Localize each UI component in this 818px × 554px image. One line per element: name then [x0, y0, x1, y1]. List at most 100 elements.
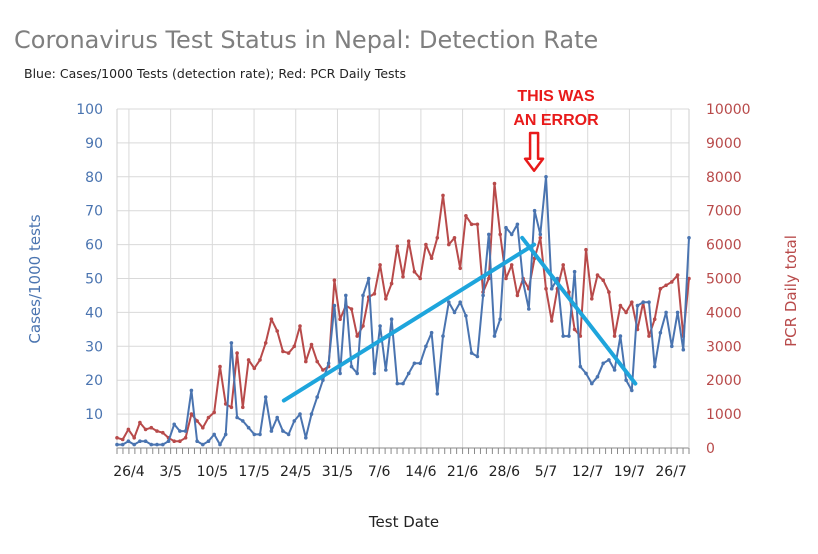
pcr-tests-series-point: [241, 405, 245, 410]
pcr-tests-series-point: [235, 351, 239, 355]
detection-rate-series-point: [664, 310, 668, 315]
grid-lines: [117, 108, 689, 448]
pcr-tests-series-point: [412, 269, 417, 274]
pcr-tests-series-point: [349, 307, 354, 311]
detection-rate-series-point: [281, 429, 285, 433]
y-right-tick-label: 1000: [706, 407, 742, 423]
x-tick-label: 10/5: [197, 464, 228, 480]
pcr-tests-series-point: [269, 317, 274, 322]
x-tick-label: 7/6: [368, 464, 391, 480]
detection-rate-series-point: [572, 269, 577, 274]
detection-rate-series-point: [143, 439, 148, 444]
pcr-tests-series-point: [401, 275, 405, 279]
y-right-tick-label: 0: [706, 441, 715, 457]
detection-rate-series-point: [630, 388, 634, 393]
detection-rate-series-point: [172, 422, 176, 427]
pcr-tests-series-point: [218, 364, 222, 369]
pcr-tests-series-point: [178, 439, 182, 444]
pcr-tests-series-point: [292, 344, 297, 349]
detection-rate-series-point: [418, 361, 423, 366]
pcr-tests-series-point: [509, 263, 514, 267]
pcr-tests-series-point: [492, 181, 497, 186]
detection-rate-series-point: [595, 375, 600, 379]
pcr-tests-series-point: [584, 247, 588, 252]
detection-rate-series-point: [452, 310, 457, 315]
pcr-tests-series-point: [361, 324, 365, 328]
y-axis-left-label: Cases/1000 tests: [26, 214, 44, 343]
pcr-tests-series-point: [658, 286, 663, 291]
detection-rate-series-point: [464, 314, 468, 318]
pcr-tests-series-point: [624, 310, 628, 315]
pcr-tests-series-point: [498, 232, 503, 237]
y-left-tick-label: 60: [85, 238, 103, 254]
pcr-tests-series-point: [183, 436, 188, 440]
detection-rate-series-point: [447, 300, 451, 305]
x-tick-label: 21/6: [447, 464, 479, 480]
x-tick-label: 26/4: [113, 464, 145, 480]
detection-rate-series-point: [355, 371, 360, 376]
y-left-tick-label: 30: [85, 339, 103, 355]
pcr-tests-series-point: [372, 292, 377, 296]
y-right-tick-label: 2000: [706, 373, 742, 389]
pcr-tests-series-point: [138, 420, 142, 425]
detection-rate-series-point: [166, 439, 171, 444]
x-tick-label: 19/7: [614, 464, 645, 480]
pcr-tests-series-point: [212, 410, 216, 415]
detection-rate-series-point: [206, 439, 211, 444]
y-left-tick-label: 90: [85, 136, 103, 152]
detection-rate-series-point: [292, 419, 297, 423]
y-left-tick-label: 100: [76, 102, 103, 118]
pcr-tests-series-point: [304, 359, 308, 364]
detection-rate-series-point: [309, 412, 314, 416]
detection-rate-series-point: [349, 364, 354, 369]
detection-rate-series-point: [607, 358, 611, 362]
detection-rate-series-point: [521, 280, 525, 284]
pcr-tests-series-point: [458, 266, 463, 271]
y-right-tick-label: 9000: [706, 136, 742, 152]
pcr-tests-series-point: [195, 419, 199, 423]
pcr-tests-series-point: [309, 342, 314, 347]
detection-rate-series-point: [161, 442, 165, 447]
pcr-tests-series-point: [132, 436, 136, 440]
pcr-tests-series-point: [120, 437, 125, 442]
pcr-tests-series-point: [298, 324, 302, 328]
pcr-tests-series-point: [652, 317, 657, 322]
detection-rate-series-point: [212, 432, 216, 437]
detection-rate-series-point: [424, 344, 428, 349]
detection-rate-series-point: [498, 317, 503, 322]
annotation-arrow-icon: [523, 131, 545, 173]
detection-rate-series-point: [246, 425, 251, 430]
pcr-tests-series-point: [424, 242, 428, 247]
pcr-tests-series-point: [612, 334, 617, 338]
pcr-tests-series-point: [670, 280, 674, 284]
pcr-tests-series-point: [384, 297, 388, 301]
detection-rate-series-point: [218, 442, 222, 447]
detection-rate-series-point: [435, 392, 440, 396]
pcr-tests-series-point: [189, 412, 194, 416]
pcr-tests-series-point: [452, 236, 457, 240]
detection-rate-series-point: [183, 429, 188, 433]
detection-rate-series-line: [117, 175, 690, 446]
detection-rate-series-point: [378, 324, 382, 328]
x-tick-label: 14/6: [405, 464, 437, 480]
detection-rate-series-point: [241, 419, 245, 423]
detection-rate-series-point: [504, 225, 508, 230]
detection-rate-series-point: [258, 432, 262, 437]
x-tick-label: 28/6: [489, 464, 521, 480]
x-tick-label: 31/5: [322, 464, 353, 480]
detection-rate-series-point: [469, 351, 474, 355]
detection-rate-series-point: [366, 276, 371, 281]
y-right-tick-label: 8000: [706, 170, 742, 186]
detection-rate-series-point: [321, 378, 325, 383]
trend-line: [281, 242, 537, 403]
pcr-tests-series-point: [469, 222, 474, 227]
detection-rate-series-point: [229, 341, 234, 345]
detection-rate-series-point: [487, 232, 491, 237]
pcr-tests-series-point: [378, 263, 382, 267]
pcr-tests-series-point: [115, 436, 119, 440]
y-right-tick-label: 5000: [706, 272, 742, 288]
detection-rate-series-point: [223, 432, 228, 437]
pcr-tests-series-point: [630, 300, 634, 305]
pcr-tests-series-point: [281, 349, 285, 354]
